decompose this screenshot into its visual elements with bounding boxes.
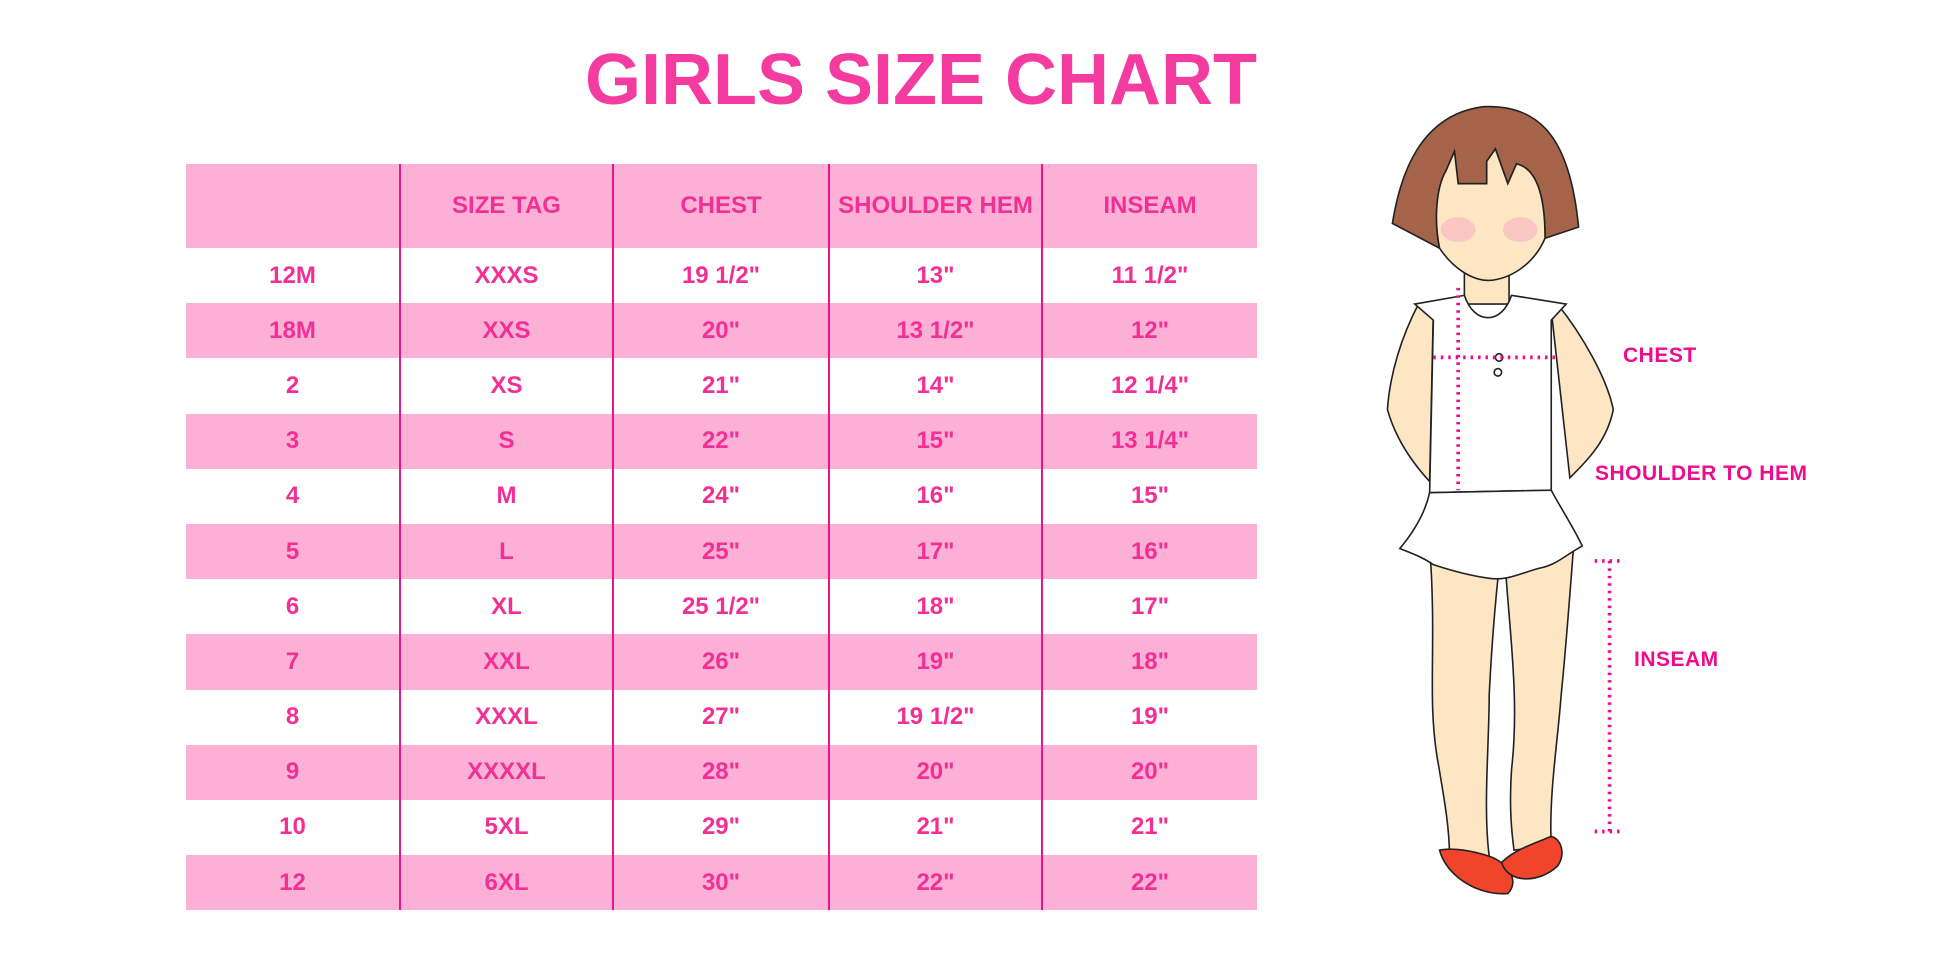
table-cell: 5XL xyxy=(399,799,613,856)
table-cell: 12 1/4" xyxy=(1041,358,1257,414)
table-row: 12M XXXS 19 1/2" 13" 11 1/2" xyxy=(186,248,1257,304)
table-cell: 22" xyxy=(828,855,1042,911)
table-cell: 13 1/2" xyxy=(828,303,1042,359)
page-title: GIRLS SIZE CHART xyxy=(584,40,1257,120)
table-cell: L xyxy=(399,523,613,580)
table-row: 7 XXL 26" 19" 18" xyxy=(186,634,1257,690)
table-row: 4 M 24" 16" 15" xyxy=(186,468,1257,524)
table-cell: 22" xyxy=(1041,855,1257,911)
table-cell: 10 xyxy=(279,813,306,841)
table-row: 9 XXXXL 28" 20" 20" xyxy=(186,744,1257,800)
right-leg xyxy=(1503,545,1575,851)
table-cell: 13 1/4" xyxy=(1041,413,1257,469)
table-cell: 7 xyxy=(186,634,400,690)
table-cell: 28" xyxy=(612,744,829,800)
table-cell: 12" xyxy=(1041,303,1257,359)
table-cell: 21" xyxy=(612,358,829,414)
inseam-label: INSEAM xyxy=(1634,648,1719,671)
cheek-blush xyxy=(1440,217,1476,242)
table-cell: 30" xyxy=(612,855,829,911)
table-cell: 5 xyxy=(186,523,400,580)
table-cell: 21" xyxy=(1041,799,1257,856)
table-cell: 2 xyxy=(285,371,300,399)
face xyxy=(1435,147,1546,282)
skirt xyxy=(1398,489,1584,580)
table-cell: 18" xyxy=(828,579,1042,635)
table-cell: 20" xyxy=(1041,744,1257,800)
right-shoe xyxy=(1500,835,1563,880)
column-header: SIZE TAG xyxy=(399,164,613,248)
table-cell: 8 xyxy=(285,703,300,731)
table-cell: 25" xyxy=(612,523,829,580)
table-cell: 16" xyxy=(828,468,1042,524)
table-cell: 15" xyxy=(828,413,1042,469)
table-cell: 20" xyxy=(828,744,1042,800)
table-cell: 21" xyxy=(828,799,1042,856)
table-cell: XXXL xyxy=(399,689,613,745)
table-cell: 16" xyxy=(1041,523,1257,580)
table-cell: 25 1/2" xyxy=(612,579,829,635)
left-arm xyxy=(1386,303,1435,484)
table-row: 3 S 22" 15" 13 1/4" xyxy=(186,413,1257,469)
column-header xyxy=(186,164,400,248)
chest-label: CHEST xyxy=(1623,344,1697,367)
column-header: CHEST xyxy=(612,164,829,248)
table-row: 6 XL 25 1/2" 18" 17" xyxy=(186,579,1257,635)
column-header: INSEAM xyxy=(1041,164,1257,248)
shoulder-to-hem-label: SHOULDER TO HEM xyxy=(1595,462,1808,485)
shirt-button xyxy=(1493,367,1503,377)
table-cell: 6 xyxy=(285,592,300,620)
table-row: 2 XS 21" 14" 12 1/4" xyxy=(186,358,1257,414)
shirt xyxy=(1412,294,1568,494)
table-cell: S xyxy=(399,413,613,469)
table-cell: 15" xyxy=(1041,468,1257,524)
table-cell: 9 xyxy=(186,744,400,800)
table-cell: 4 xyxy=(285,482,300,510)
table-cell: 12M xyxy=(269,261,316,289)
table-cell: 20" xyxy=(612,303,829,359)
table-cell: M xyxy=(399,468,613,524)
table-cell: XXXXL xyxy=(399,744,613,800)
table-cell: 12 xyxy=(186,855,400,911)
table-cell: XS xyxy=(399,358,613,414)
table-cell: 14" xyxy=(828,358,1042,414)
table-cell: 19 1/2" xyxy=(612,248,829,304)
column-header: SHOULDER HEM xyxy=(828,164,1042,248)
table-cell: 13" xyxy=(828,248,1042,304)
table-row: 8 XXXL 27" 19 1/2" 19" xyxy=(186,689,1257,745)
table-cell: 19 1/2" xyxy=(828,689,1042,745)
left-shoe xyxy=(1438,848,1514,895)
table-cell: 18M xyxy=(186,303,400,359)
table-cell: 17" xyxy=(828,523,1042,580)
table-cell: 19" xyxy=(1041,689,1257,745)
table-row: 10 5XL 29" 21" 21" xyxy=(186,799,1257,856)
table-header-row: SIZE TAG CHEST SHOULDER HEM INSEAM xyxy=(186,164,1257,248)
table-row: 5 L 25" 17" 16" xyxy=(186,523,1257,580)
table-cell: 6XL xyxy=(399,855,613,911)
table-cell: 24" xyxy=(612,468,829,524)
table-row: 12 6XL 30" 22" 22" xyxy=(186,855,1257,911)
table-cell: 19" xyxy=(828,634,1042,690)
table-cell: 11 1/2" xyxy=(1041,248,1257,304)
table-cell: 29" xyxy=(612,799,829,856)
left-leg xyxy=(1428,545,1503,858)
table-cell: 26" xyxy=(612,634,829,690)
table-cell: 22" xyxy=(612,413,829,469)
size-chart-table: SIZE TAG CHEST SHOULDER HEM INSEAM 12M XXXS 1… xyxy=(186,164,1257,911)
table-cell: XXXS xyxy=(399,248,613,304)
cheek-blush xyxy=(1502,217,1538,242)
right-arm xyxy=(1550,302,1615,480)
table-cell: XXL xyxy=(399,634,613,690)
table-cell: 27" xyxy=(612,689,829,745)
table-row: 18M XXS 20" 13 1/2" 12" xyxy=(186,303,1257,359)
table-cell: 18" xyxy=(1041,634,1257,690)
table-cell: 3 xyxy=(186,413,400,469)
table-cell: XXS xyxy=(399,303,613,359)
table-cell: XL xyxy=(399,579,613,635)
table-cell: 17" xyxy=(1041,579,1257,635)
